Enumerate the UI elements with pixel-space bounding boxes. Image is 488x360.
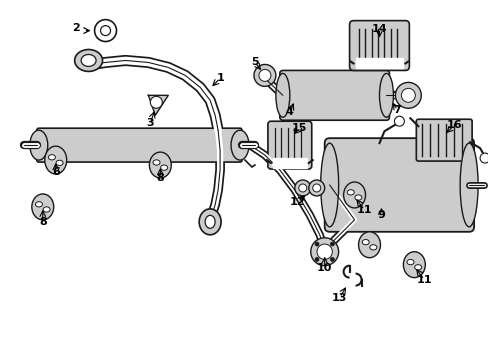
Ellipse shape [362, 239, 368, 245]
Ellipse shape [81, 54, 96, 67]
Circle shape [394, 116, 404, 126]
Ellipse shape [75, 50, 102, 71]
Circle shape [94, 20, 116, 41]
Ellipse shape [149, 152, 171, 178]
Circle shape [479, 153, 488, 163]
Ellipse shape [358, 232, 380, 258]
Polygon shape [148, 95, 168, 115]
FancyBboxPatch shape [324, 138, 473, 232]
Ellipse shape [32, 194, 54, 220]
Polygon shape [302, 184, 316, 192]
Circle shape [150, 96, 162, 108]
Circle shape [314, 257, 318, 261]
Ellipse shape [35, 202, 42, 207]
Ellipse shape [48, 155, 55, 160]
Ellipse shape [153, 160, 160, 165]
Circle shape [298, 184, 306, 192]
Circle shape [330, 257, 334, 261]
Ellipse shape [45, 146, 66, 174]
FancyBboxPatch shape [415, 119, 471, 161]
Text: 2: 2 [72, 23, 80, 33]
Ellipse shape [199, 209, 221, 235]
Ellipse shape [403, 252, 425, 278]
Circle shape [294, 180, 310, 196]
Circle shape [314, 242, 318, 246]
Text: 4: 4 [285, 107, 293, 117]
Text: 16: 16 [446, 120, 461, 130]
Circle shape [259, 69, 270, 81]
Circle shape [401, 88, 414, 102]
FancyBboxPatch shape [349, 21, 408, 71]
Ellipse shape [56, 160, 63, 166]
Ellipse shape [30, 130, 48, 160]
Text: 6: 6 [52, 167, 60, 177]
Circle shape [253, 64, 275, 86]
Ellipse shape [161, 165, 167, 170]
Ellipse shape [346, 190, 353, 195]
Text: 10: 10 [316, 263, 332, 273]
Circle shape [312, 184, 320, 192]
Text: 11: 11 [416, 275, 431, 285]
Circle shape [308, 180, 324, 196]
Ellipse shape [320, 143, 338, 227]
FancyBboxPatch shape [37, 128, 242, 162]
Polygon shape [355, 58, 403, 68]
FancyBboxPatch shape [267, 121, 311, 169]
Circle shape [316, 244, 332, 260]
Text: 13: 13 [331, 293, 346, 302]
Text: 9: 9 [377, 210, 385, 220]
Text: 12: 12 [289, 197, 305, 207]
Ellipse shape [354, 195, 361, 200]
Polygon shape [272, 158, 306, 168]
Circle shape [330, 242, 334, 246]
Ellipse shape [459, 143, 477, 227]
Text: 8: 8 [156, 173, 164, 183]
Ellipse shape [230, 130, 248, 160]
Ellipse shape [406, 260, 413, 265]
Ellipse shape [205, 215, 215, 228]
Text: 7: 7 [393, 105, 401, 115]
Ellipse shape [414, 265, 421, 270]
Ellipse shape [379, 73, 393, 117]
Text: 15: 15 [291, 123, 307, 133]
Ellipse shape [275, 73, 289, 117]
Circle shape [310, 238, 338, 266]
Text: 1: 1 [216, 73, 224, 84]
Text: 8: 8 [39, 217, 46, 227]
FancyBboxPatch shape [279, 71, 388, 120]
Text: 14: 14 [371, 24, 386, 33]
Ellipse shape [43, 207, 50, 212]
Text: 5: 5 [251, 58, 258, 67]
Text: 3: 3 [146, 118, 154, 128]
Ellipse shape [343, 182, 365, 208]
Ellipse shape [369, 245, 376, 250]
Circle shape [395, 82, 421, 108]
Circle shape [101, 26, 110, 36]
Text: 11: 11 [356, 205, 371, 215]
